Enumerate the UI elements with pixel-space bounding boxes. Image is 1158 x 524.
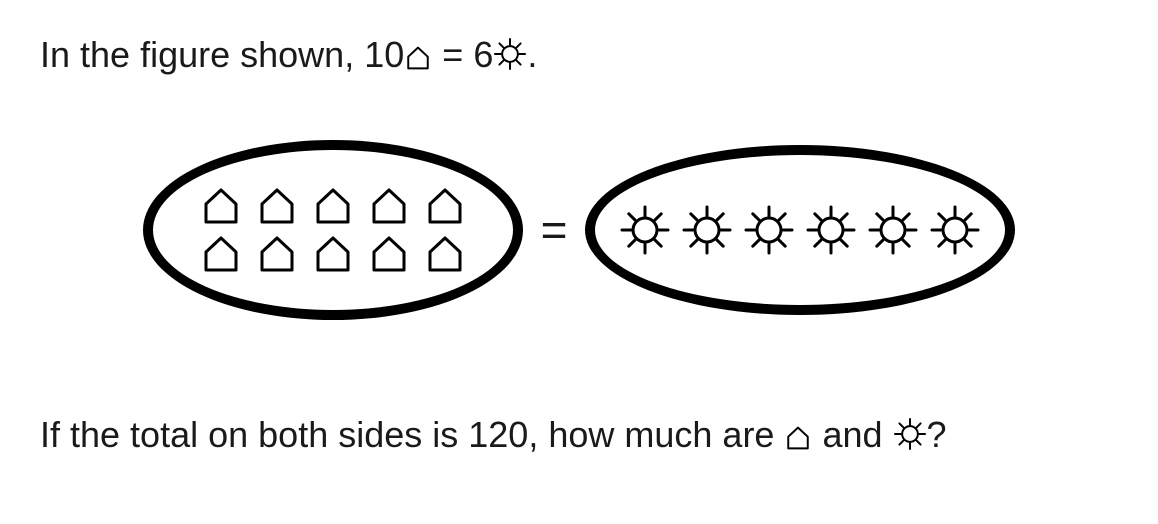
total-value: 120 bbox=[468, 414, 528, 455]
house-icon bbox=[368, 186, 410, 226]
coeff-left: 10 bbox=[364, 34, 404, 75]
left-oval-group bbox=[143, 140, 523, 320]
sun-icon bbox=[805, 204, 857, 256]
equation-diagram: = bbox=[40, 140, 1118, 320]
problem-question-line-2: If the total on both sides is 120, how m… bbox=[40, 410, 1118, 460]
house-icon bbox=[256, 186, 298, 226]
house-icon bbox=[200, 234, 242, 274]
line2-and: and bbox=[812, 414, 892, 455]
houses-grid bbox=[200, 186, 466, 274]
sun-icon bbox=[493, 37, 527, 71]
line1-suffix: . bbox=[527, 34, 537, 75]
sun-icon bbox=[929, 204, 981, 256]
house-icon bbox=[200, 186, 242, 226]
sun-icon bbox=[619, 204, 671, 256]
line2-prefix: If the total on both sides is bbox=[40, 414, 468, 455]
house-icon bbox=[312, 186, 354, 226]
house-icon bbox=[312, 234, 354, 274]
right-oval-group bbox=[585, 145, 1015, 315]
sun-icon bbox=[893, 417, 927, 451]
coeff-right: 6 bbox=[473, 34, 493, 75]
problem-statement-line-1: In the figure shown, 10 = 6. bbox=[40, 30, 1118, 80]
sun-icon bbox=[681, 204, 733, 256]
house-icon bbox=[784, 425, 812, 451]
suns-row bbox=[619, 204, 981, 256]
equals-inline: = bbox=[442, 34, 463, 75]
house-icon bbox=[368, 234, 410, 274]
sun-icon bbox=[743, 204, 795, 256]
line2-suffix: ? bbox=[927, 414, 947, 455]
house-icon bbox=[256, 234, 298, 274]
line2-mid: , how much are bbox=[528, 414, 784, 455]
house-icon bbox=[424, 234, 466, 274]
equals-symbol: = bbox=[541, 203, 568, 257]
house-icon bbox=[404, 45, 432, 71]
sun-icon bbox=[867, 204, 919, 256]
house-icon bbox=[424, 186, 466, 226]
line1-prefix: In the figure shown, bbox=[40, 34, 364, 75]
